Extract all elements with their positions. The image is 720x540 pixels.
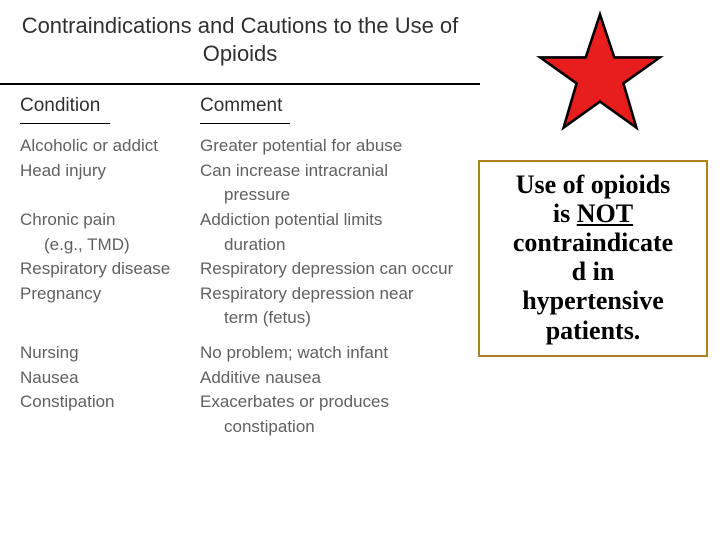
cell-comment: Addiction potential limits — [200, 208, 490, 233]
callout-line: hypertensive — [486, 286, 700, 315]
cell-condition: Alcoholic or addict — [20, 134, 200, 159]
cell-condition: Nursing — [20, 341, 200, 366]
cell-condition: Pregnancy — [20, 282, 200, 307]
callout-box: Use of opioids is NOT contraindicate d i… — [478, 160, 708, 357]
cell-comment-cont: pressure — [200, 183, 490, 208]
cell-comment: No problem; watch infant — [200, 341, 490, 366]
cell-comment-cont: term (fetus) — [200, 306, 490, 331]
cell-comment: Additive nausea — [200, 366, 490, 391]
star-shape — [540, 15, 660, 128]
cell-comment: Greater potential for abuse — [200, 134, 490, 159]
cell-condition-cont: (e.g., TMD) — [20, 233, 200, 258]
callout-line: is NOT — [486, 199, 700, 228]
callout-line: d in — [486, 257, 700, 286]
table-row: Constipation Exacerbates or produces — [20, 390, 720, 415]
header-rule-condition — [20, 123, 110, 124]
callout-line: contraindicate — [486, 228, 700, 257]
header-comment: Comment — [200, 95, 480, 117]
header-rule-comment — [200, 123, 290, 124]
header-condition: Condition — [20, 95, 200, 117]
cell-condition: Respiratory disease — [20, 257, 200, 282]
cell-condition: Head injury — [20, 159, 200, 184]
cell-comment-cont: constipation — [200, 415, 490, 440]
title-block: Contraindications and Cautions to the Us… — [0, 0, 480, 75]
cell-comment: Exacerbates or produces — [200, 390, 490, 415]
star-icon — [535, 8, 665, 138]
cell-comment-cont: duration — [200, 233, 490, 258]
cell-condition: Nausea — [20, 366, 200, 391]
callout-line: patients. — [486, 316, 700, 345]
callout-not: NOT — [577, 199, 633, 228]
cell-comment: Can increase intracranial — [200, 159, 490, 184]
table-row-cont: constipation — [20, 415, 720, 440]
page-title: Contraindications and Cautions to the Us… — [20, 12, 460, 67]
cell-condition: Chronic pain — [20, 208, 200, 233]
cell-comment: Respiratory depression can occur — [200, 257, 490, 282]
cell-condition: Constipation — [20, 390, 200, 415]
cell-comment: Respiratory depression near — [200, 282, 490, 307]
table-row: Nausea Additive nausea — [20, 366, 720, 391]
callout-line: Use of opioids — [486, 170, 700, 199]
